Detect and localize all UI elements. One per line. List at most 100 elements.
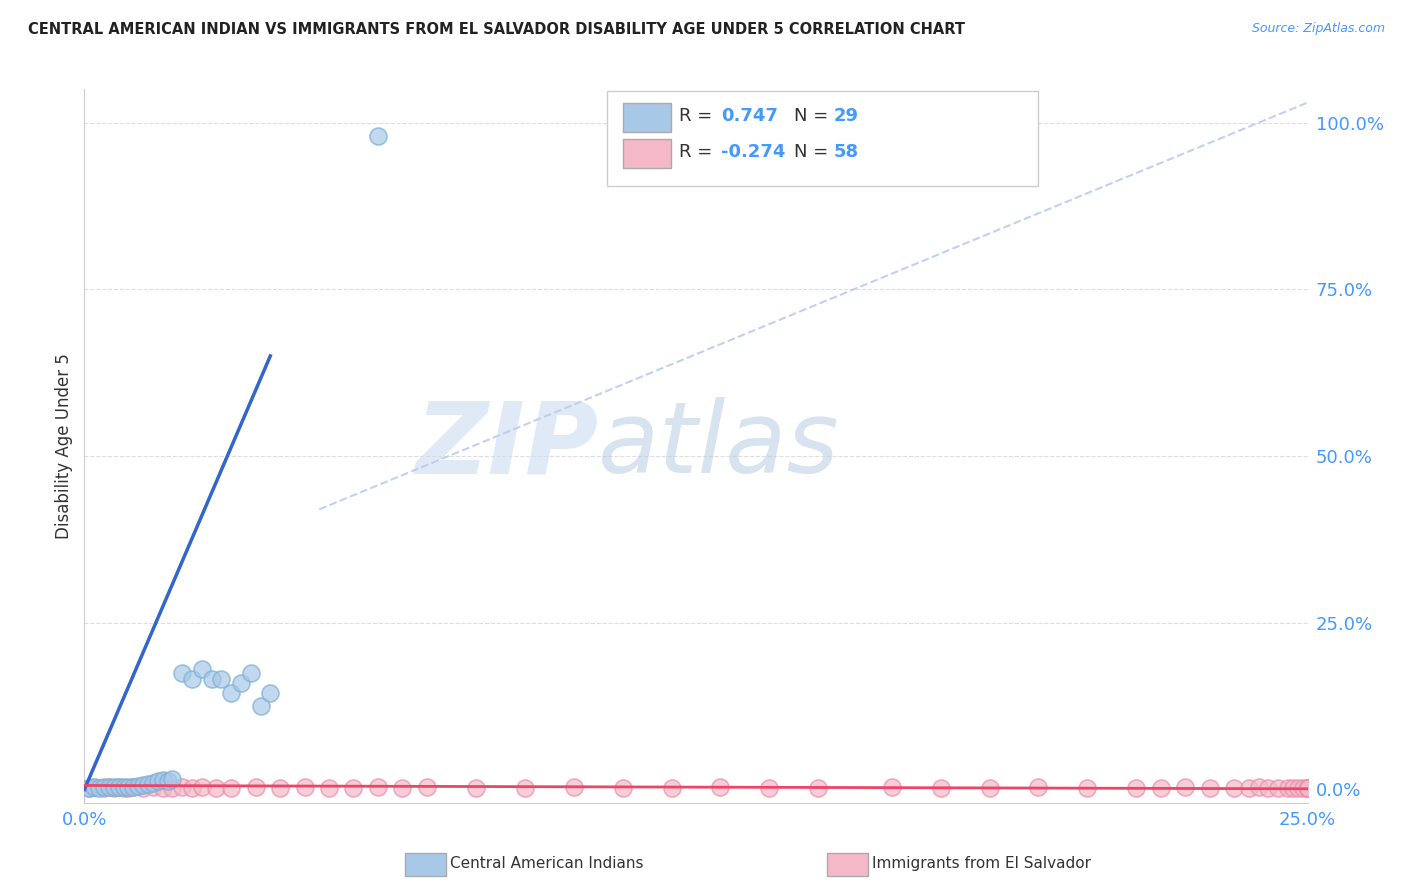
Point bbox=[1174, 780, 1197, 795]
Point bbox=[209, 673, 232, 687]
Point bbox=[142, 776, 165, 790]
Point bbox=[132, 779, 155, 793]
Point bbox=[391, 781, 413, 796]
Point bbox=[191, 780, 214, 795]
Point bbox=[1076, 781, 1098, 796]
Point bbox=[416, 780, 439, 795]
Point bbox=[127, 779, 149, 793]
Point bbox=[1296, 781, 1319, 796]
Point bbox=[562, 780, 585, 795]
Text: Central American Indians: Central American Indians bbox=[450, 856, 644, 871]
Point bbox=[191, 662, 214, 676]
Point bbox=[152, 773, 174, 788]
Point bbox=[97, 780, 120, 795]
Point bbox=[117, 780, 139, 795]
Text: 0.747: 0.747 bbox=[721, 107, 778, 125]
Point bbox=[146, 774, 169, 789]
Y-axis label: Disability Age Under 5: Disability Age Under 5 bbox=[55, 353, 73, 539]
Point bbox=[1282, 781, 1305, 796]
Point bbox=[162, 781, 184, 796]
Point bbox=[93, 781, 115, 796]
Text: atlas: atlas bbox=[598, 398, 839, 494]
Point bbox=[758, 781, 780, 796]
Text: N =: N = bbox=[794, 107, 834, 125]
Point bbox=[172, 665, 194, 680]
Point bbox=[1296, 781, 1319, 796]
Point bbox=[172, 780, 194, 795]
Point bbox=[87, 781, 110, 796]
Point bbox=[107, 780, 129, 794]
Point bbox=[929, 781, 952, 796]
Point bbox=[367, 128, 389, 143]
Point bbox=[122, 780, 145, 795]
Text: Immigrants from El Salvador: Immigrants from El Salvador bbox=[872, 856, 1091, 871]
Point bbox=[77, 781, 100, 796]
Point bbox=[83, 780, 105, 795]
Text: 29: 29 bbox=[834, 107, 859, 125]
Text: 58: 58 bbox=[834, 143, 859, 161]
Point bbox=[205, 781, 228, 796]
Point bbox=[156, 773, 179, 788]
Point bbox=[1296, 781, 1319, 796]
Point bbox=[807, 781, 830, 796]
Point bbox=[245, 780, 267, 795]
Point bbox=[181, 781, 204, 796]
Point bbox=[979, 781, 1001, 796]
Point bbox=[1296, 781, 1319, 796]
Point bbox=[200, 673, 222, 687]
Point bbox=[1247, 780, 1270, 795]
Point bbox=[112, 780, 135, 794]
Point bbox=[103, 781, 125, 796]
Point bbox=[117, 781, 139, 796]
Point bbox=[219, 686, 242, 700]
Point bbox=[1223, 781, 1246, 796]
Point bbox=[1296, 781, 1319, 796]
Point bbox=[112, 781, 135, 796]
Point bbox=[132, 781, 155, 796]
Point bbox=[1267, 781, 1289, 796]
Text: ZIP: ZIP bbox=[415, 398, 598, 494]
Point bbox=[1277, 781, 1299, 796]
Point bbox=[513, 781, 536, 796]
Point bbox=[294, 780, 316, 795]
Point bbox=[103, 780, 125, 795]
Text: Source: ZipAtlas.com: Source: ZipAtlas.com bbox=[1251, 22, 1385, 36]
Point bbox=[612, 781, 634, 796]
Point bbox=[367, 780, 389, 795]
Point bbox=[1125, 781, 1147, 796]
Point bbox=[661, 781, 683, 796]
Point bbox=[269, 781, 291, 796]
Point bbox=[1237, 781, 1260, 796]
Point bbox=[464, 781, 486, 796]
Point bbox=[181, 673, 204, 687]
Point bbox=[239, 665, 262, 680]
Text: N =: N = bbox=[794, 143, 834, 161]
Point bbox=[342, 781, 364, 796]
Point bbox=[1286, 781, 1309, 796]
Point bbox=[709, 780, 731, 795]
Point bbox=[77, 781, 100, 796]
Point bbox=[229, 675, 252, 690]
Point bbox=[318, 781, 340, 796]
Point bbox=[93, 780, 115, 795]
Point bbox=[97, 780, 120, 795]
Point bbox=[249, 699, 271, 714]
Text: CENTRAL AMERICAN INDIAN VS IMMIGRANTS FROM EL SALVADOR DISABILITY AGE UNDER 5 CO: CENTRAL AMERICAN INDIAN VS IMMIGRANTS FR… bbox=[28, 22, 965, 37]
Point bbox=[1198, 781, 1220, 796]
Point bbox=[1296, 781, 1319, 796]
Text: R =: R = bbox=[679, 107, 718, 125]
Point bbox=[162, 772, 184, 786]
Point bbox=[259, 686, 281, 700]
Point bbox=[1150, 781, 1173, 796]
Point bbox=[142, 780, 165, 795]
Point bbox=[136, 777, 159, 791]
Point bbox=[1257, 781, 1279, 796]
Point bbox=[1028, 780, 1050, 795]
Point bbox=[83, 780, 105, 795]
Text: -0.274: -0.274 bbox=[721, 143, 786, 161]
Point bbox=[219, 781, 242, 796]
Point bbox=[1292, 781, 1315, 796]
Point bbox=[122, 780, 145, 795]
Point bbox=[107, 780, 129, 795]
Text: R =: R = bbox=[679, 143, 718, 161]
